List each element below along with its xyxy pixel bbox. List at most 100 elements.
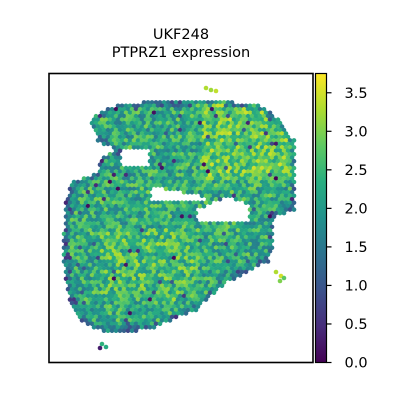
- expression-spot: [183, 165, 189, 171]
- expression-spot: [271, 145, 277, 150]
- expression-spot: [71, 304, 77, 309]
- expression-spot: [175, 276, 181, 282]
- expression-spot: [257, 231, 263, 237]
- expression-spot: [269, 120, 275, 126]
- expression-spot: [161, 162, 167, 167]
- expression-spot: [155, 311, 161, 316]
- expression-spot: [107, 276, 113, 282]
- expression-spot: [253, 155, 259, 160]
- expression-spot: [169, 286, 175, 292]
- expression-spot: [175, 200, 181, 205]
- expression-spot: [185, 113, 191, 119]
- expression-spot: [253, 169, 259, 174]
- expression-spot: [225, 183, 231, 188]
- expression-spot: [99, 124, 105, 129]
- expression-spot: [91, 290, 97, 296]
- expression-spot: [155, 248, 161, 254]
- expression-spot: [259, 138, 265, 143]
- expression-spot: [153, 252, 159, 257]
- expression-spot: [173, 210, 179, 216]
- expression-spot: [131, 124, 137, 129]
- expression-spot: [147, 221, 153, 226]
- expression-spot: [81, 293, 87, 299]
- expression-spot: [99, 304, 105, 309]
- expression-spot: [245, 176, 251, 181]
- expression-spot: [151, 124, 157, 129]
- expression-spot: [183, 290, 189, 296]
- expression-spot: [215, 255, 221, 261]
- expression-spot: [181, 120, 187, 126]
- expression-spot: [175, 207, 181, 212]
- expression-spot: [131, 325, 137, 330]
- expression-spot: [77, 259, 83, 264]
- expression-spot: [105, 183, 111, 188]
- expression-spot: [235, 228, 241, 233]
- expression-spot: [105, 217, 111, 223]
- expression-spot: [69, 273, 75, 278]
- expression-spot: [165, 148, 171, 154]
- expression-spot: [119, 138, 125, 143]
- expression-spot: [199, 228, 205, 233]
- expression-spot: [133, 238, 139, 244]
- expression-spot: [229, 245, 235, 250]
- expression-spot: [75, 235, 81, 240]
- expression-spot: [99, 311, 105, 316]
- expression-spot: [125, 280, 131, 285]
- expression-spot: [143, 200, 149, 205]
- expression-spot: [163, 145, 169, 150]
- expression-spot: [77, 224, 83, 230]
- expression-spot: [253, 113, 259, 119]
- expression-spot: [169, 231, 175, 237]
- expression-spot: [119, 255, 125, 261]
- expression-spot: [263, 186, 269, 192]
- expression-spot: [237, 224, 243, 230]
- expression-spot: [163, 165, 169, 171]
- expression-spot: [213, 88, 219, 94]
- expression-spot: [113, 107, 119, 112]
- expression-spot: [237, 197, 243, 202]
- expression-spot: [243, 235, 249, 240]
- expression-spot: [271, 152, 277, 157]
- expression-spot: [239, 221, 245, 226]
- expression-spot: [215, 235, 221, 240]
- expression-spot: [105, 162, 111, 167]
- expression-spot: [87, 214, 93, 219]
- expression-spot: [205, 280, 211, 285]
- expression-spot: [135, 304, 141, 309]
- expression-spot: [187, 103, 193, 109]
- expression-spot: [161, 300, 167, 306]
- expression-spot: [67, 290, 73, 296]
- expression-spot: [93, 231, 99, 237]
- expression-spot: [143, 221, 149, 226]
- expression-spot: [251, 200, 257, 205]
- expression-spot: [83, 221, 89, 226]
- expression-spot: [139, 283, 145, 289]
- expression-spot: [81, 238, 87, 244]
- expression-spot: [261, 113, 267, 119]
- expression-spot: [209, 266, 215, 271]
- expression-spot: [185, 231, 191, 237]
- expression-spot: [251, 152, 257, 157]
- expression-spot: [113, 176, 119, 181]
- expression-spot: [127, 221, 133, 226]
- expression-spot: [65, 252, 71, 257]
- expression-spot: [171, 241, 177, 247]
- expression-spot: [65, 286, 71, 292]
- expression-spot: [159, 110, 165, 116]
- expression-spot: [103, 235, 109, 240]
- expression-spot: [123, 193, 129, 199]
- expression-spot: [79, 269, 85, 275]
- expression-spot: [129, 314, 135, 320]
- expression-spot: [95, 255, 101, 261]
- expression-spot: [105, 245, 111, 250]
- expression-spot: [113, 280, 119, 285]
- expression-spot: [183, 131, 189, 136]
- expression-spot: [235, 152, 241, 157]
- expression-spot: [239, 248, 245, 254]
- expression-spot: [153, 203, 159, 209]
- expression-spot: [107, 262, 113, 268]
- expression-spot: [143, 269, 149, 275]
- expression-spot: [251, 179, 257, 185]
- expression-spot: [263, 221, 269, 226]
- expression-spot: [275, 179, 281, 185]
